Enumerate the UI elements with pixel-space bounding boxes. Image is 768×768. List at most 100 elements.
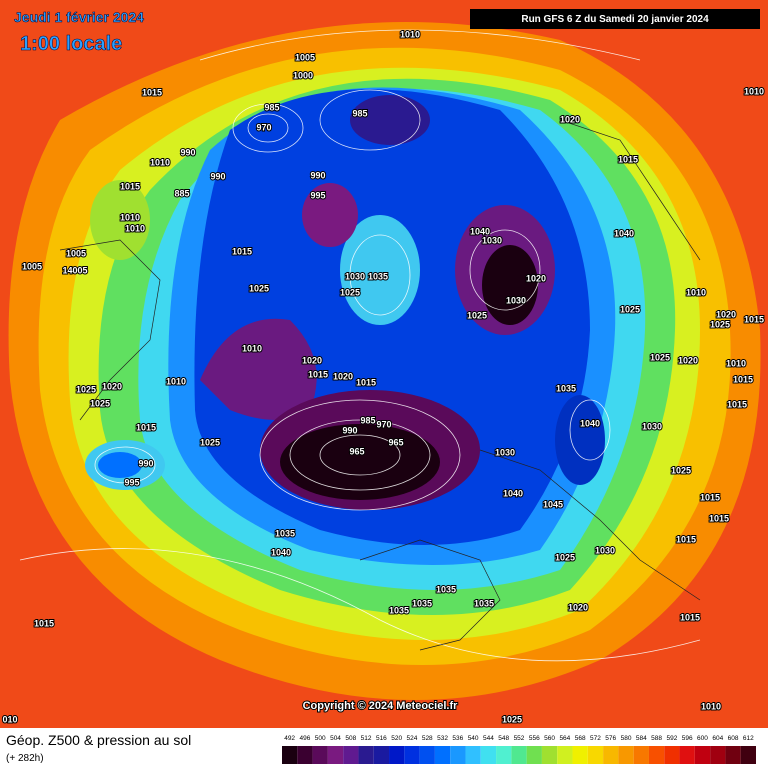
legend-swatch — [496, 746, 512, 764]
isobar — [289, 419, 431, 491]
legend-label: 604 — [712, 735, 723, 742]
z500-band — [90, 180, 150, 260]
legend-label: 528 — [422, 735, 433, 742]
legend-swatch — [725, 746, 741, 764]
legend-swatch — [404, 746, 420, 764]
legend-swatch — [358, 746, 374, 764]
pressure-label: 1035 — [412, 598, 432, 608]
legend-swatch — [343, 746, 359, 764]
isobar — [349, 234, 411, 316]
legend-label: 564 — [559, 735, 570, 742]
legend-swatch — [572, 746, 588, 764]
legend-swatch — [450, 746, 466, 764]
pressure-label: 1035 — [556, 383, 576, 393]
pressure-label: 1020 — [568, 602, 588, 612]
legend-label: 536 — [452, 735, 463, 742]
legend-label: 504 — [330, 735, 341, 742]
pressure-label: 010 — [2, 714, 17, 724]
coastline — [359, 539, 501, 651]
legend-label: 524 — [407, 735, 418, 742]
pressure-label: 1015 — [136, 422, 156, 432]
pressure-label: 1020 — [102, 381, 122, 391]
pressure-label: 1020 — [526, 273, 546, 283]
legend-swatch — [434, 746, 451, 764]
pressure-label: 1025 — [502, 714, 522, 724]
pressure-label: 1020 — [302, 355, 322, 365]
legend-label: 556 — [529, 735, 540, 742]
map — [0, 0, 768, 728]
z500-core — [280, 424, 440, 500]
pressure-label: 1025 — [620, 304, 640, 314]
pressure-label: 1025 — [340, 287, 360, 297]
pressure-label: 1025 — [76, 384, 96, 394]
pressure-label: 1015 — [356, 377, 376, 387]
pressure-label: 995 — [124, 477, 139, 487]
pressure-label: 1025 — [555, 552, 575, 562]
legend-label: 492 — [284, 735, 295, 742]
pressure-label: 990 — [210, 171, 225, 181]
legend: 492 496 500 504 508 512 516 520 524 528 532 536 540 5… — [282, 735, 756, 764]
run-info: Run GFS 6 Z du Samedi 20 janvier 2024 — [521, 14, 709, 25]
legend-swatch — [480, 746, 497, 764]
pressure-label: 1015 — [34, 618, 54, 628]
isobar — [199, 29, 641, 61]
pressure-label: 1015 — [680, 612, 700, 622]
legend-swatch — [389, 746, 405, 764]
pressure-label: 1010 — [120, 212, 140, 222]
legend-label: 512 — [361, 735, 372, 742]
pressure-label: 1010 — [242, 343, 262, 353]
legend-swatch — [603, 746, 619, 764]
legend-swatch — [587, 746, 604, 764]
pressure-label: 885 — [174, 188, 189, 198]
legend-label: 592 — [666, 735, 677, 742]
pressure-label: 1025 — [710, 319, 730, 329]
pressure-label: 1005 — [22, 261, 42, 271]
isobar — [94, 446, 156, 484]
isobar — [319, 434, 401, 476]
pressure-label: 965 — [388, 437, 403, 447]
date: Jeudi 1 février 2024 — [14, 9, 144, 25]
legend-swatch — [312, 746, 328, 764]
legend-label: 540 — [468, 735, 479, 742]
footer-title: Géop. Z500 & pression au sol — [6, 732, 191, 748]
pressure-labels: 1010100510001015985970985102010109909908… — [1, 28, 765, 725]
pressure-label: 1015 — [618, 154, 638, 164]
legend-label: 548 — [498, 735, 509, 742]
pressure-label: 1025 — [200, 437, 220, 447]
legend-label: 576 — [605, 735, 616, 742]
pressure-label: 970 — [376, 419, 391, 429]
legend-label: 552 — [514, 735, 525, 742]
legend-swatch — [557, 746, 573, 764]
pressure-label: 990 — [180, 147, 195, 157]
isobar — [569, 399, 611, 461]
z500-ridge — [340, 215, 420, 325]
pressure-label: 1010 — [726, 358, 746, 368]
legend-swatch — [526, 746, 542, 764]
legend-label: 544 — [483, 735, 494, 742]
pressure-label: 1025 — [90, 398, 110, 408]
isobar — [19, 548, 701, 662]
legend-swatch — [282, 746, 298, 764]
pressure-label: 1010 — [744, 86, 764, 96]
local-time: 1:00 locale — [20, 33, 122, 55]
pressure-label: 1030 — [506, 295, 526, 305]
legend-label: 612 — [743, 735, 754, 742]
legend-label: 520 — [391, 735, 402, 742]
pressure-label: 1040 — [271, 547, 291, 557]
legend-label: 572 — [590, 735, 601, 742]
legend-label: 516 — [376, 735, 387, 742]
pressure-label: 1010 — [686, 287, 706, 297]
coastline — [59, 239, 161, 421]
z500-trough — [302, 183, 358, 247]
pressure-label: 1030 — [482, 235, 502, 245]
pressure-label: 14005 — [62, 265, 87, 275]
pressure-label: 1030 — [595, 545, 615, 555]
pressure-label: 990 — [138, 458, 153, 468]
pressure-label: 1020 — [333, 371, 353, 381]
legend-swatch — [327, 746, 344, 764]
legend-swatch — [541, 746, 558, 764]
pressure-label: 1015 — [744, 314, 764, 324]
isobars — [19, 29, 701, 662]
pressure-label: 1025 — [671, 465, 691, 475]
